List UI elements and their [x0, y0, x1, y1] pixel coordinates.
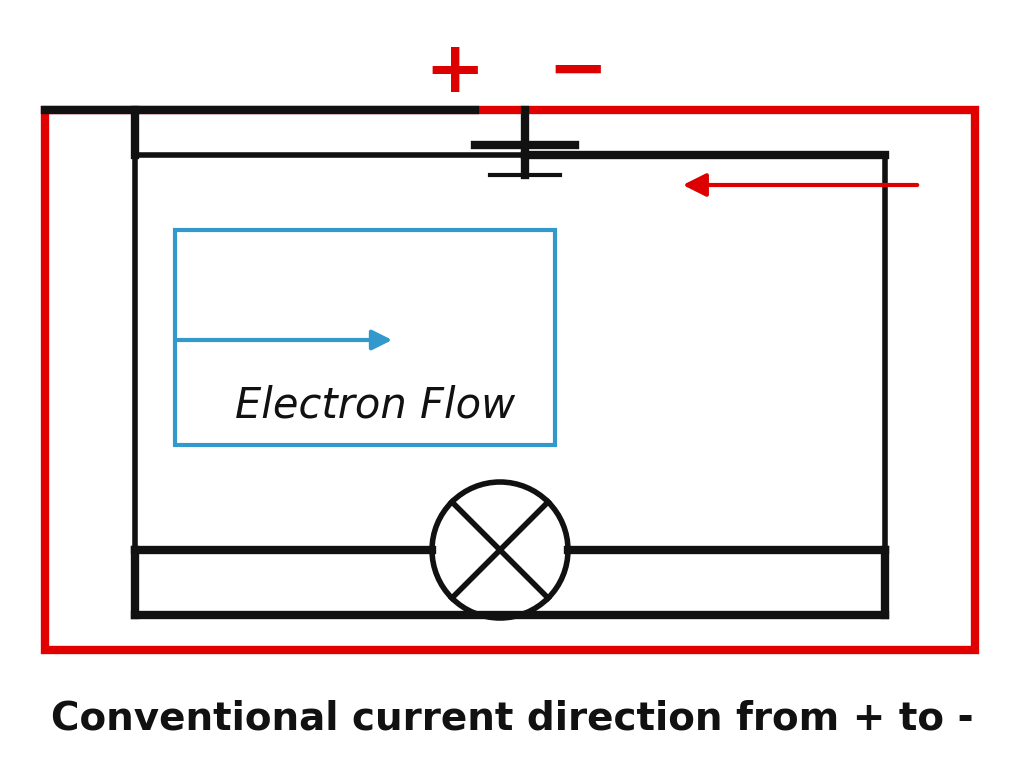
Bar [135, 155, 885, 615]
Text: Electron Flow: Electron Flow [234, 384, 515, 426]
Bar [45, 110, 975, 650]
Text: Conventional current direction from + to -: Conventional current direction from + to… [50, 699, 974, 737]
Text: +: + [425, 38, 485, 106]
Text: −: − [548, 38, 608, 106]
Bar [175, 230, 555, 445]
